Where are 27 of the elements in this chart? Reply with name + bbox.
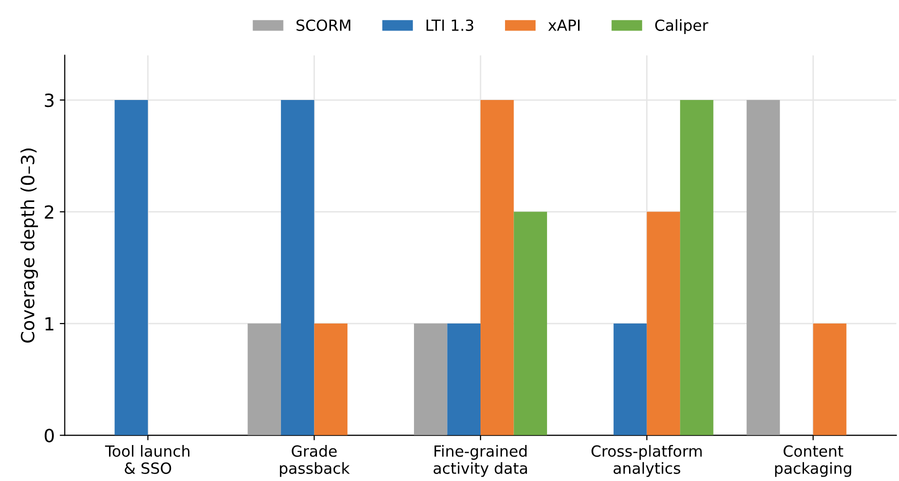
x-tick-label: Fine-grained activity data	[434, 445, 527, 477]
y-tick-label: 0	[44, 428, 54, 442]
bar	[813, 324, 846, 436]
legend-label: SCORM	[296, 19, 350, 32]
legend-label: LTI 1.3	[426, 19, 474, 32]
y-tick-label: 3	[44, 93, 54, 108]
bar	[114, 100, 148, 436]
bar	[314, 324, 348, 436]
bar	[280, 100, 314, 436]
y-tick-label: 2	[44, 205, 54, 219]
bar	[447, 324, 481, 436]
legend-label: Caliper	[655, 19, 708, 34]
x-tick-label: Cross-platform analytics	[592, 445, 702, 477]
legend-label: xAPI	[548, 20, 580, 31]
x-tick-label: Grade passback	[280, 445, 350, 477]
bar	[414, 324, 448, 436]
bar	[680, 100, 714, 436]
bar	[248, 324, 281, 436]
x-tick-label: Tool launch & SSO	[105, 445, 190, 474]
x-tick-label: Content packaging	[775, 445, 852, 477]
bar	[480, 100, 514, 436]
bar	[646, 212, 680, 436]
y-axis-title: Coverage depth (0–3)	[20, 148, 38, 343]
y-tick-label: 1	[46, 317, 54, 330]
bar	[514, 212, 548, 436]
bar	[614, 324, 647, 436]
bar	[746, 100, 780, 436]
